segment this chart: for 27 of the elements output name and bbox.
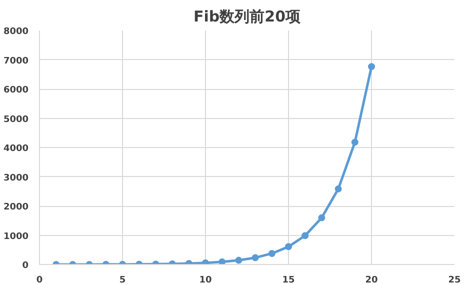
point	[318, 214, 326, 222]
point	[351, 138, 358, 146]
y-tick-label: 1000	[3, 232, 29, 242]
y-tick-label: 0	[22, 261, 29, 271]
point	[334, 185, 342, 192]
point	[218, 258, 226, 264]
y-tick-label: 4000	[3, 144, 29, 154]
y-tick-label: 7000	[3, 56, 29, 66]
y-tick-label: 2000	[3, 202, 29, 212]
point	[302, 232, 309, 240]
point	[285, 243, 292, 250]
y-tick-label: 3000	[3, 173, 29, 184]
point	[202, 259, 209, 264]
point	[252, 254, 259, 262]
point	[235, 256, 242, 264]
y-tick-label: 6000	[3, 86, 29, 96]
x-tick-label: 0	[36, 276, 43, 285]
chart-title: Fib数列前20项	[194, 8, 302, 26]
x-tick-label: 15	[282, 276, 295, 285]
x-tick-label: 25	[448, 276, 461, 285]
y-tick-label: 5000	[3, 114, 29, 125]
point	[368, 63, 375, 70]
y-tick-label: 8000	[3, 27, 29, 37]
x-tick-label: 5	[119, 276, 126, 285]
x-tick-label: 20	[365, 276, 378, 285]
x-tick-label: 10	[199, 276, 212, 285]
point	[268, 250, 276, 257]
